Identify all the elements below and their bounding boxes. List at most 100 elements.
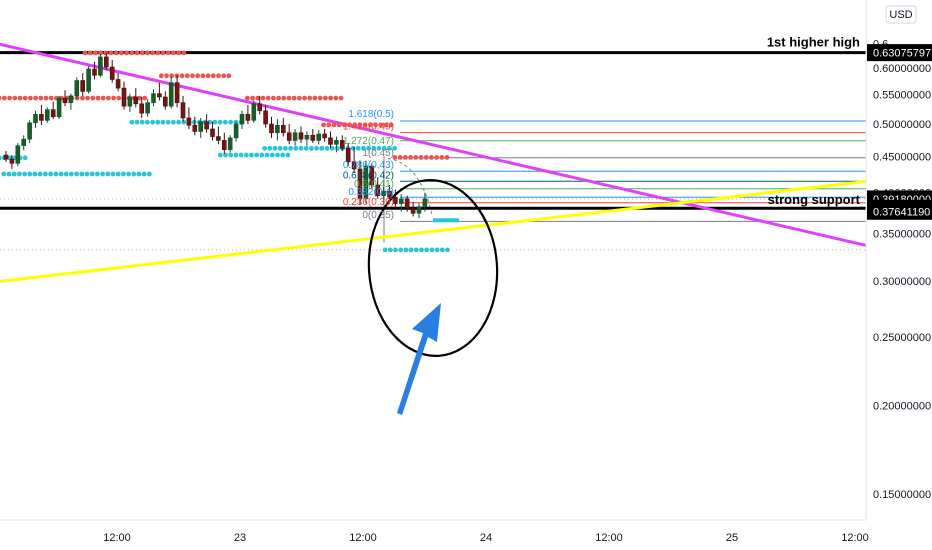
candle-body[interactable] (39, 114, 44, 121)
candle-body[interactable] (216, 136, 221, 141)
candle-body[interactable] (304, 134, 310, 140)
candle-body[interactable] (387, 190, 392, 198)
candle-body[interactable] (151, 93, 156, 103)
candle-body[interactable] (263, 110, 268, 125)
candle-body[interactable] (375, 184, 381, 196)
candle-body[interactable] (393, 196, 398, 204)
candle-body[interactable] (121, 87, 127, 107)
candle-body[interactable] (33, 114, 38, 124)
trendline[interactable] (0, 179, 868, 283)
price-tag[interactable] (867, 44, 932, 62)
currency-badge[interactable] (885, 5, 917, 24)
trendline[interactable] (0, 42, 868, 248)
candle-body[interactable] (50, 109, 56, 118)
candle-body[interactable] (339, 140, 345, 149)
candle-body[interactable] (286, 132, 292, 141)
candle-body[interactable] (157, 93, 162, 98)
candle-body[interactable] (334, 140, 339, 145)
candle-body[interactable] (44, 109, 50, 121)
candle-body[interactable] (245, 114, 251, 121)
y-tick-label: 0.25000000 (873, 332, 931, 344)
stop-dot (98, 50, 103, 56)
stop-dot (259, 152, 265, 158)
stop-dot (260, 95, 266, 101)
candle-body[interactable] (251, 103, 257, 121)
candle-body[interactable] (133, 96, 139, 105)
candle-body[interactable] (239, 114, 245, 125)
candle-body[interactable] (192, 124, 198, 132)
candle-body[interactable] (328, 137, 333, 145)
y-tick-label: 0.60000000 (873, 63, 931, 75)
candle-body[interactable] (222, 140, 227, 150)
candle-body[interactable] (275, 124, 280, 134)
candle-body[interactable] (109, 66, 115, 80)
candle-body[interactable] (416, 206, 422, 214)
last-price-marker (433, 218, 459, 223)
candle-body[interactable] (316, 133, 322, 141)
candle-body[interactable] (62, 97, 68, 103)
stop-dot (171, 50, 176, 56)
candle-body[interactable] (269, 123, 274, 134)
stop-dot (0, 95, 2, 101)
candle-body[interactable] (56, 97, 62, 118)
candle-body[interactable] (74, 80, 80, 97)
stop-dot (139, 50, 145, 56)
stop-dot (74, 171, 79, 177)
candle-body[interactable] (369, 165, 375, 186)
candle-body[interactable] (298, 132, 304, 140)
candle-body[interactable] (186, 117, 192, 126)
candle-body[interactable] (68, 95, 74, 103)
candle-body[interactable] (127, 96, 133, 107)
candle-body[interactable] (15, 145, 21, 164)
candle-body[interactable] (310, 134, 316, 141)
stop-dot (338, 95, 344, 101)
candle-body[interactable] (163, 96, 168, 107)
candle-body[interactable] (322, 133, 327, 139)
stop-dot (285, 152, 291, 158)
candle-body[interactable] (204, 121, 209, 130)
candle-body[interactable] (145, 102, 150, 114)
candle-body[interactable] (80, 80, 85, 92)
candle-body[interactable] (422, 198, 428, 208)
candle-body[interactable] (86, 68, 91, 92)
candle-body[interactable] (257, 103, 263, 112)
candle-body[interactable] (139, 103, 144, 114)
stop-dot (32, 171, 38, 177)
candle-body[interactable] (410, 208, 416, 214)
candle-body[interactable] (27, 122, 32, 140)
candle-body[interactable] (233, 123, 239, 139)
candle-body[interactable] (21, 138, 27, 146)
stop-dot (116, 95, 122, 101)
candle-body[interactable] (292, 132, 298, 141)
candle-body[interactable] (357, 168, 363, 200)
currency-label[interactable]: USD (889, 9, 912, 21)
candle-body[interactable] (174, 82, 180, 103)
stop-dot (165, 50, 171, 56)
candle-body[interactable] (280, 124, 286, 134)
price-tag[interactable] (867, 202, 932, 220)
candle-body[interactable] (115, 79, 121, 89)
candle-body[interactable] (345, 148, 351, 163)
candle-body[interactable] (168, 82, 174, 107)
candle-body[interactable] (3, 154, 9, 160)
candle-body[interactable] (210, 128, 215, 137)
fib-label: 1.414(0.49) (343, 121, 394, 132)
candle-body[interactable] (98, 56, 103, 76)
candle-body[interactable] (180, 102, 186, 119)
candle-body[interactable] (104, 56, 109, 68)
candle-body[interactable] (9, 158, 15, 164)
candle-body[interactable] (198, 121, 203, 132)
candle-body[interactable] (363, 165, 369, 200)
candle-body[interactable] (227, 137, 233, 150)
stop-dot (191, 119, 197, 125)
stop-dot (335, 145, 340, 151)
candle-body[interactable] (351, 161, 357, 170)
candle-body[interactable] (404, 198, 410, 209)
candle-body[interactable] (92, 68, 97, 76)
candle-body[interactable] (381, 190, 386, 196)
candle-body[interactable] (398, 198, 404, 204)
plot-area[interactable] (0, 42, 868, 283)
y-tick-label: 0.15000000 (873, 489, 931, 501)
